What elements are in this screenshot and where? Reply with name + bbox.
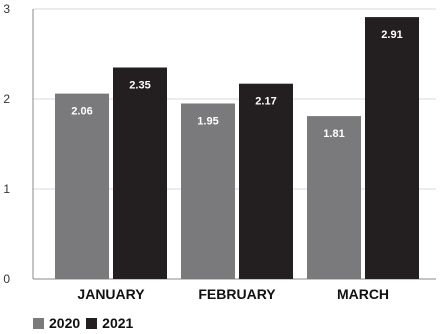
data-label-2021-february: 2.17: [255, 96, 276, 108]
legend-swatch-2021: [86, 317, 98, 329]
legend-item-2020: 2020: [33, 315, 80, 331]
category-label-march: MARCH: [337, 286, 389, 302]
legend-label-2020: 2020: [49, 315, 81, 331]
bar-2020-february: [181, 103, 235, 279]
data-label-2020-march: 1.81: [323, 128, 344, 140]
legend-swatch-2020: [33, 317, 44, 329]
data-label-2020-february: 1.95: [197, 116, 218, 128]
bar-2021-march: [365, 17, 419, 279]
legend-label-2021: 2021: [102, 315, 134, 331]
data-label-2021-january: 2.35: [129, 80, 150, 92]
category-label-february: FEBRUARY: [198, 286, 276, 302]
bar-2020-march: [307, 116, 361, 279]
bar-2021-february: [239, 83, 293, 279]
y-tick-label-0: 0: [3, 272, 10, 286]
y-tick-label-1: 1: [3, 182, 10, 196]
bar-2020-january: [55, 93, 109, 279]
category-label-january: JANUARY: [77, 286, 145, 302]
bar-2021-january: [113, 67, 167, 279]
y-tick-label-3: 3: [3, 2, 10, 16]
legend: 2020 2021: [33, 315, 139, 331]
legend-item-2021: 2021: [86, 315, 133, 331]
y-tick-label-2: 2: [3, 92, 10, 106]
data-label-2021-march: 2.91: [381, 29, 402, 41]
data-label-2020-january: 2.06: [71, 106, 92, 118]
